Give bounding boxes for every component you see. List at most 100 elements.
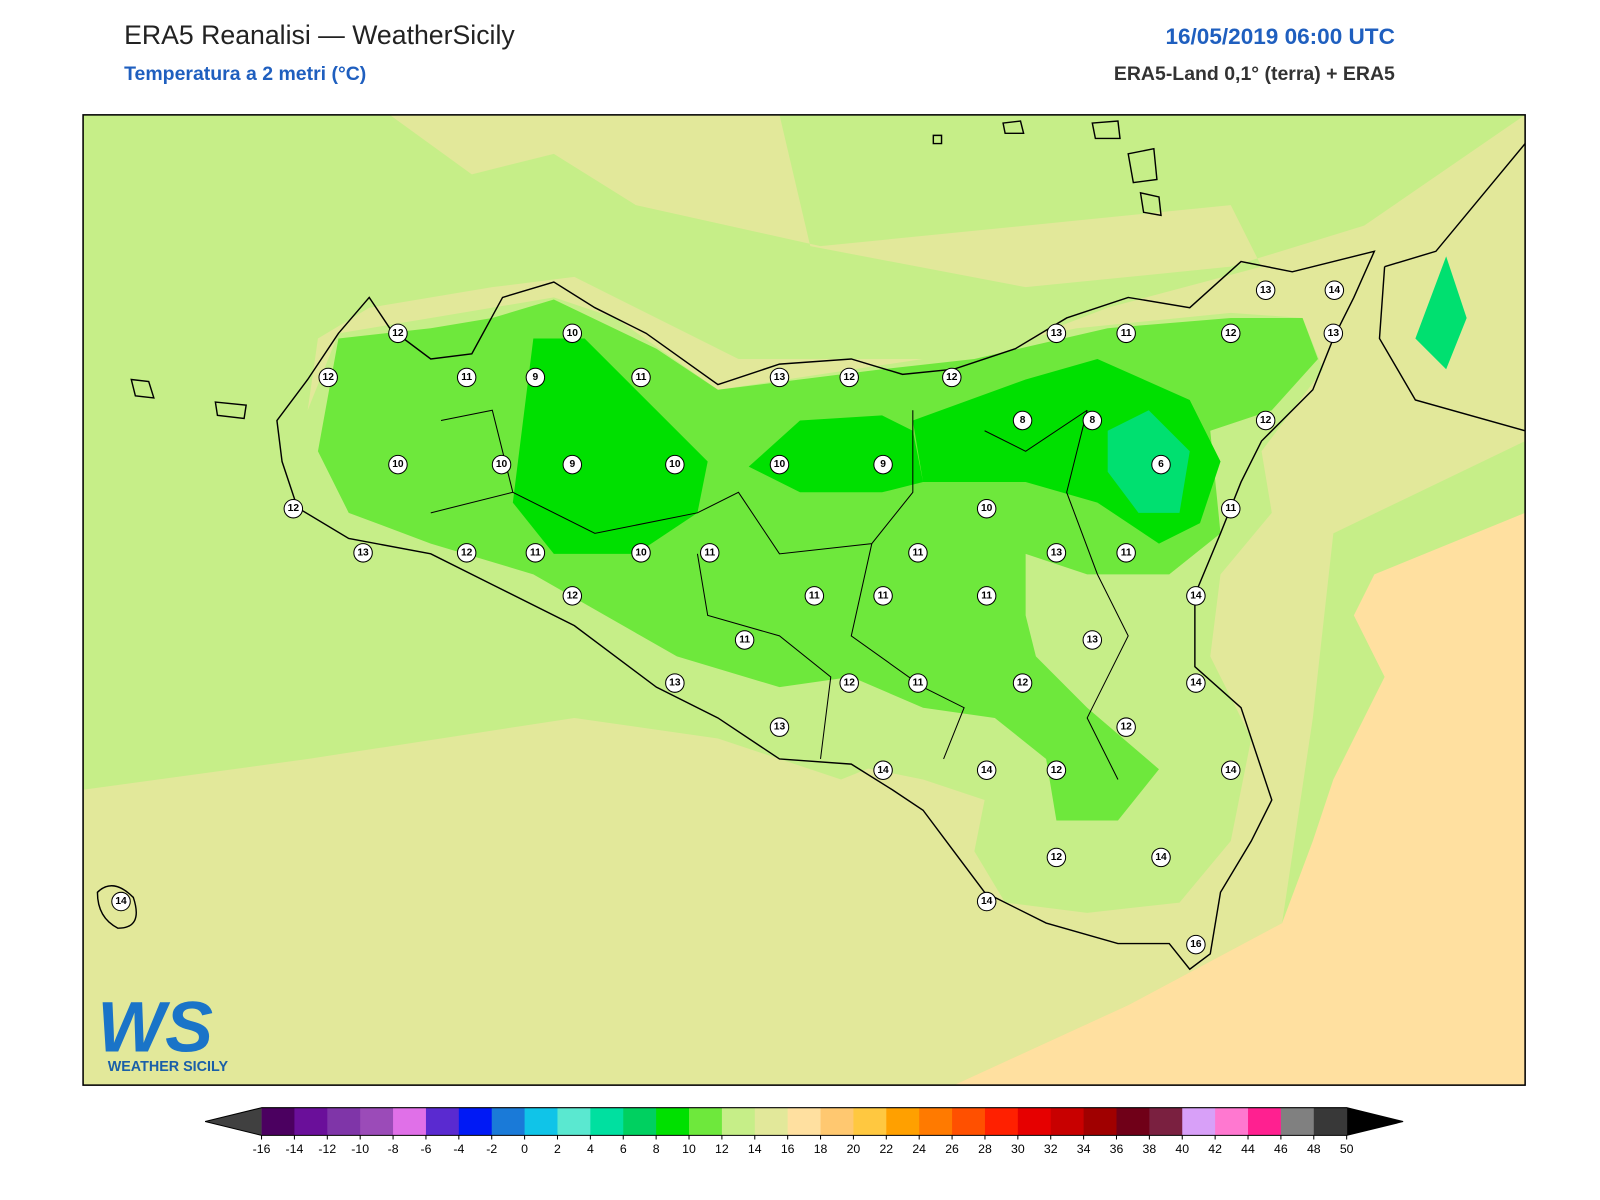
- station-marker: [1046, 323, 1067, 344]
- colorbar-outline: [205, 1107, 1404, 1136]
- colorbar-tick-label: 50: [1340, 1142, 1354, 1156]
- station-marker: [734, 630, 755, 650]
- colorbar-tick-label: -2: [486, 1142, 497, 1156]
- colorbar-box: [853, 1107, 887, 1136]
- station-marker: [525, 367, 546, 388]
- station-marker: [1221, 498, 1241, 519]
- band-6-8: [1107, 256, 1467, 513]
- station-marker: [1116, 717, 1136, 737]
- station-value: 13: [669, 678, 681, 689]
- station-value: 13: [1328, 328, 1340, 339]
- colorbar-tick-label: 16: [781, 1142, 795, 1156]
- station-value: 6: [1158, 459, 1164, 470]
- station-value: 9: [569, 459, 575, 470]
- station-value: 13: [774, 722, 786, 733]
- station-marker: [1012, 673, 1033, 693]
- colorbar-box: [787, 1107, 822, 1136]
- logo-mark: WS: [97, 987, 213, 1067]
- colorbar-box: [360, 1107, 394, 1136]
- colorbar-box: [491, 1107, 526, 1136]
- colorbar-tick-label: 46: [1274, 1142, 1288, 1156]
- station-value: 13: [1051, 328, 1063, 339]
- colorbar-box: [689, 1107, 723, 1136]
- station-marker: [1082, 410, 1103, 431]
- colorbar-box: [721, 1107, 756, 1136]
- colorbar-box: [820, 1107, 854, 1136]
- colorbar-box: [919, 1107, 953, 1136]
- colorbar-tick-label: 18: [814, 1142, 828, 1156]
- colorbar-box: [1116, 1107, 1150, 1136]
- colorbar-box: [656, 1107, 690, 1136]
- colorbar-tick-label: 6: [620, 1142, 627, 1156]
- station-value: 11: [1225, 503, 1236, 514]
- station-value: 11: [981, 590, 992, 601]
- station-marker: [388, 454, 408, 475]
- station-marker: [1082, 630, 1103, 650]
- station-value: 13: [1260, 285, 1272, 296]
- station-marker: [456, 367, 477, 388]
- colorbar-tick-label: -6: [420, 1142, 431, 1156]
- colorbar-box: [1149, 1107, 1183, 1136]
- station-marker: [942, 367, 962, 388]
- colorbar-box: [1313, 1107, 1348, 1136]
- colorbar-box: [1017, 1107, 1052, 1136]
- colorbar-box: [952, 1107, 986, 1136]
- colorbar-box: [1182, 1107, 1216, 1136]
- station-marker: [1323, 323, 1344, 344]
- logo: WS WEATHER SICILY: [97, 987, 228, 1074]
- colorbar-box: [327, 1107, 361, 1136]
- station-marker: [631, 543, 651, 563]
- station-value: 14: [1190, 678, 1202, 689]
- colorbar-box: [1083, 1107, 1118, 1136]
- colorbar-box: [623, 1107, 657, 1136]
- colorbar-tick-label: 48: [1307, 1142, 1321, 1156]
- station-value: 11: [913, 547, 924, 558]
- colorbar-under: [205, 1107, 262, 1136]
- colorbar-tick-label: 14: [748, 1142, 762, 1156]
- station-value: 11: [461, 372, 472, 383]
- station-value: 14: [1190, 590, 1202, 601]
- station-marker: [976, 760, 997, 780]
- station-value: 11: [704, 547, 715, 558]
- station-value: 12: [844, 372, 856, 383]
- colorbar-box: [425, 1107, 460, 1136]
- station-value: 13: [1051, 547, 1063, 558]
- colorbar-tick-label: -12: [318, 1142, 336, 1156]
- colorbar-tick-label: 30: [1011, 1142, 1025, 1156]
- station-marker: [1116, 543, 1136, 563]
- station-value: 14: [981, 765, 993, 776]
- colorbar-box: [557, 1107, 591, 1136]
- station-marker: [873, 760, 893, 780]
- station-marker: [283, 498, 304, 519]
- colorbar-box: [1050, 1107, 1085, 1136]
- station-marker: [1116, 323, 1136, 344]
- station-value: 12: [946, 372, 958, 383]
- station-marker: [976, 498, 997, 519]
- colorbar-tick-label: 24: [912, 1142, 926, 1156]
- subtitle: Temperatura a 2 metri (°C): [124, 63, 366, 85]
- colorbar-box: [261, 1107, 295, 1136]
- logo-name: WEATHER SICILY: [108, 1059, 229, 1075]
- colorbar-tick-label: 4: [587, 1142, 594, 1156]
- station-marker: [665, 673, 685, 693]
- station-value: 11: [1121, 328, 1132, 339]
- band-16-18: [953, 512, 1526, 1086]
- station-value: 14: [1155, 852, 1167, 863]
- colorbar-tick-label: 26: [945, 1142, 959, 1156]
- source: ERA5-Land 0,1° (terra) + ERA5: [1114, 63, 1395, 85]
- station-value: 11: [739, 635, 750, 646]
- station-value: 10: [981, 503, 993, 514]
- datetime: 16/05/2019 06:00 UTC: [1165, 24, 1394, 49]
- station-marker: [769, 717, 790, 737]
- station-value: 13: [357, 547, 369, 558]
- station-value: 14: [1225, 765, 1237, 776]
- map-frame: [82, 114, 1526, 1086]
- station-marker: [491, 454, 512, 475]
- colorbar-tick-label: 38: [1143, 1142, 1157, 1156]
- station-marker: [839, 673, 859, 693]
- station-marker: [318, 367, 338, 388]
- station-marker: [1151, 454, 1171, 475]
- station-value: 11: [878, 590, 889, 601]
- station-marker: [839, 367, 859, 388]
